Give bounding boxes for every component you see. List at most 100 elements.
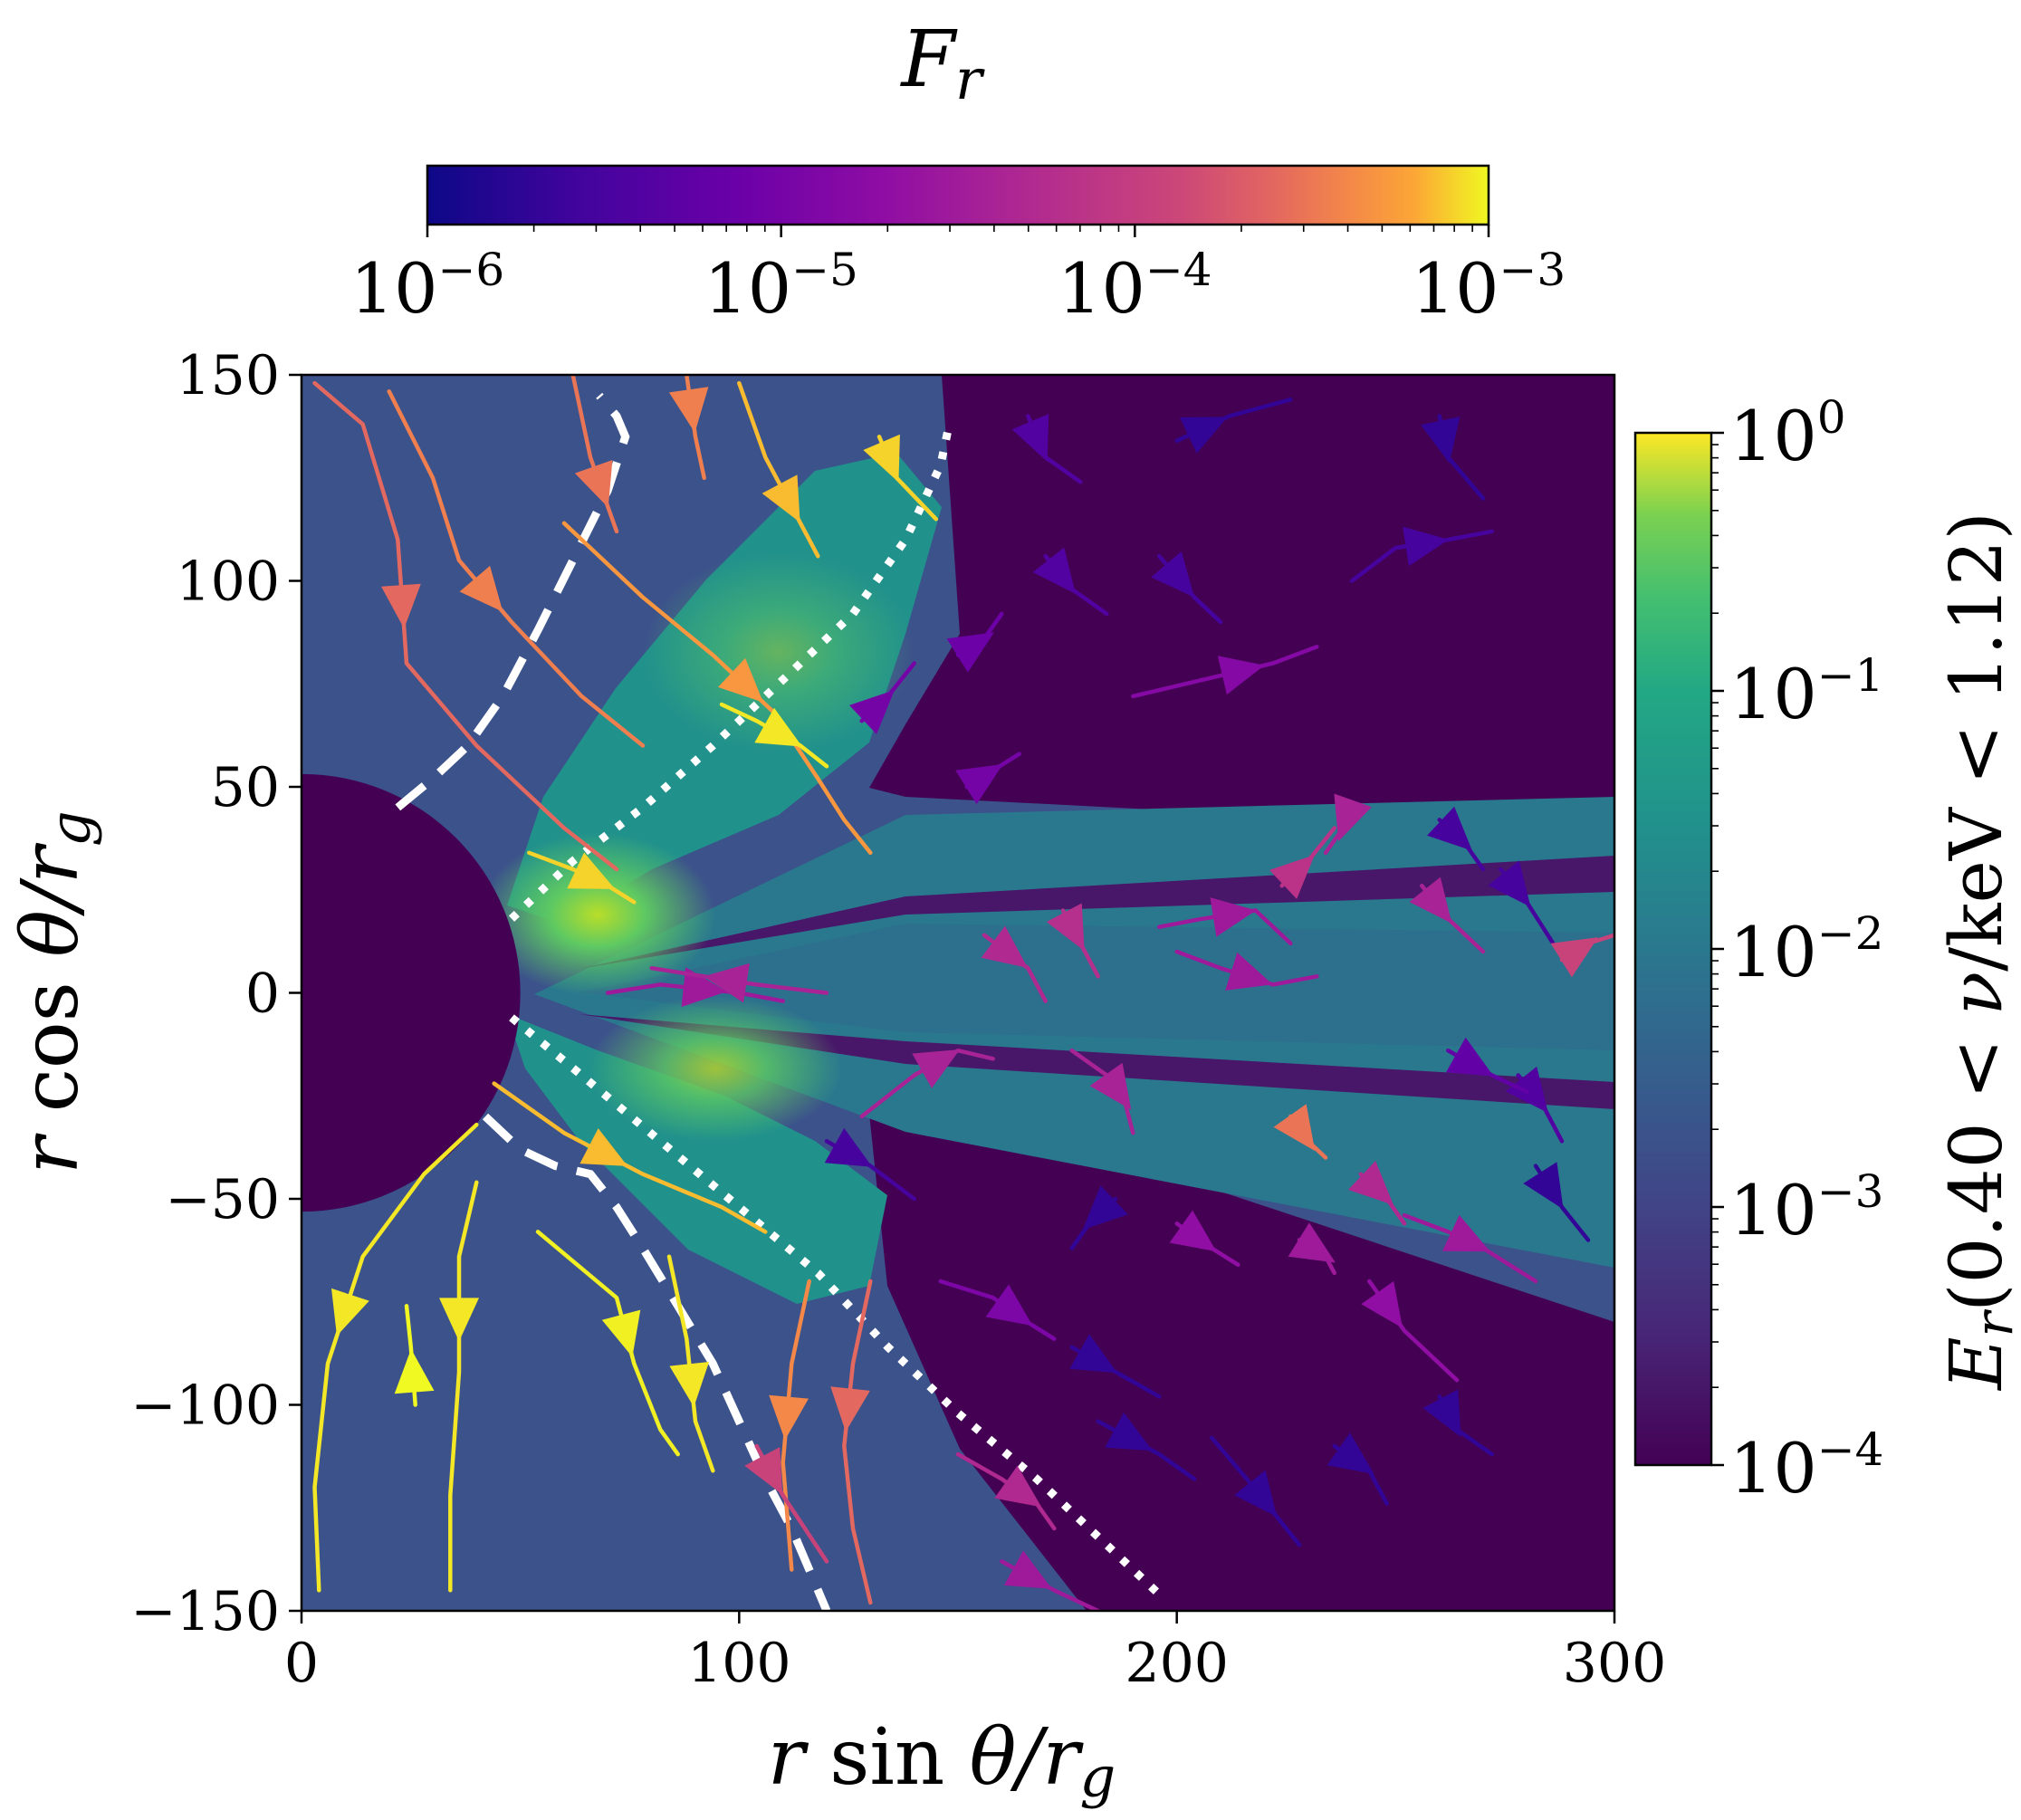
streamline-arrowhead: [824, 1127, 873, 1167]
streamline-arrowhead: [863, 434, 900, 483]
streamline-arrowhead: [1361, 1280, 1403, 1328]
streamline: [312, 380, 619, 872]
lower-funnel-dark: [869, 1087, 1614, 1611]
streamline-arrowhead: [912, 1049, 960, 1088]
x-tick-label: 200: [1125, 1632, 1229, 1695]
energy-colorbar-label: Er(0.40 < ν/keV < 1.12): [1934, 512, 2021, 1392]
y-tick-label: 50: [211, 756, 280, 819]
streamline-arrowhead: [681, 967, 727, 1007]
streamline-arrowhead: [1032, 547, 1076, 594]
upper-funnel-dark: [869, 375, 1614, 833]
flux-colorbar-gradient: [426, 164, 1490, 226]
y-tick-label: 150: [176, 344, 280, 407]
flux-colorbar: Fr 10−6 10−5 10−4 10−3: [350, 14, 1566, 329]
streamline-arrowhead: [1210, 897, 1257, 937]
x-tick-label: 0: [284, 1632, 319, 1695]
energy-colorbar-tick-label: 10−3: [1729, 1165, 1883, 1250]
streamline-arrowhead: [1273, 1104, 1316, 1152]
streamline-arrowhead: [1269, 855, 1315, 899]
streamline-arrowhead: [439, 1298, 479, 1342]
streamline-arrowhead: [1004, 1550, 1052, 1589]
streamline-arrowhead: [331, 1288, 369, 1336]
streamline: [842, 1279, 873, 1605]
y-axis-label: r cos θ/rg: [5, 810, 103, 1173]
streamline-arrowhead: [1046, 903, 1085, 952]
streamline: [448, 1180, 479, 1593]
flux-colorbar-tick-label: 10−6: [350, 244, 504, 329]
streamline-arrowhead: [1011, 414, 1049, 462]
excised-region: [302, 773, 521, 1212]
streamline-arrowhead: [1327, 1432, 1374, 1474]
streamline: [535, 1230, 680, 1457]
energy-colorbar-gradient: [1633, 431, 1713, 1467]
streamline-arrowhead: [1225, 952, 1273, 991]
streamline-arrowhead: [1069, 1334, 1117, 1374]
x-axis-label: r sin θ/rg: [768, 1712, 1116, 1810]
energy-colorbar-tick-label: 10−1: [1729, 649, 1883, 734]
streamline-arrowhead: [381, 583, 421, 629]
streamline: [492, 1081, 768, 1234]
streamline-arrowhead: [574, 460, 613, 508]
streamline-arrowhead: [668, 387, 709, 433]
mid-glow: [643, 552, 915, 752]
energy-colorbar-ticks: 100 10−1 10−2 10−3 10−4: [1711, 391, 1883, 1509]
streamline-arrowhead: [1217, 656, 1265, 695]
streamline-arrowhead: [849, 690, 895, 734]
streamline-arrowhead: [459, 565, 503, 612]
streamline-arrowhead: [1348, 1161, 1394, 1205]
streamline-arrowhead: [744, 1447, 783, 1495]
streamline-arrowhead: [769, 1394, 809, 1441]
streamline-arrowhead: [1151, 551, 1195, 598]
lower-glow: [589, 996, 842, 1141]
streamline-arrowhead: [1442, 1214, 1490, 1252]
upper-glow: [480, 833, 715, 996]
streamline-arrowhead: [669, 1362, 710, 1407]
streamline-arrowhead: [1446, 1037, 1494, 1077]
energy-colorbar-tick-label: 100: [1729, 391, 1846, 476]
flux-colorbar-tick-label: 10−4: [1058, 244, 1212, 329]
streamline-arrowhead: [1403, 526, 1449, 567]
streamline-arrowhead: [704, 963, 750, 1003]
streamline-arrowhead: [754, 707, 802, 747]
energy-colorbar-tick-label: 10−4: [1729, 1423, 1883, 1509]
streamline-arrowhead: [718, 657, 763, 703]
upper-jet-dark-line: [579, 856, 1614, 969]
y-tick-label: −50: [165, 1168, 280, 1231]
y-axis-ticks: −150 −100 −50 0 50 100 150: [130, 344, 302, 1643]
streamline-arrowhead: [394, 1348, 435, 1394]
streamline-arrowhead: [1169, 1210, 1217, 1252]
streamline-arrowhead: [1180, 417, 1228, 454]
streamline-arrowhead: [946, 632, 994, 673]
streamline-arrowhead: [955, 764, 1003, 805]
streamline-arrowhead: [761, 474, 800, 522]
lower-dotted-boundary: [509, 1014, 1163, 1598]
lower-jet-dark-line: [579, 1014, 1614, 1109]
streamline-arrowhead: [1082, 1185, 1128, 1231]
streamline-arrowhead: [830, 1386, 870, 1432]
streamline-arrowhead: [1234, 1470, 1278, 1518]
y-tick-label: −150: [130, 1580, 280, 1643]
streamline-arrowhead: [1288, 1222, 1336, 1263]
flux-colorbar-tick-label: 10−3: [1412, 244, 1566, 329]
flux-colorbar-label: Fr: [899, 14, 985, 112]
x-tick-label: 100: [687, 1632, 791, 1695]
streamline-arrowhead: [1105, 1413, 1153, 1451]
y-tick-label: 0: [245, 963, 280, 1026]
streamline-arrowhead: [1422, 1389, 1461, 1438]
flux-colorbar-tick-label: 10−5: [704, 244, 857, 329]
streamline-arrowhead: [1421, 417, 1461, 464]
streamline-arrowhead: [1488, 860, 1531, 907]
streamline-arrowhead: [1523, 1162, 1564, 1210]
streamline-arrowhead: [601, 1309, 641, 1357]
energy-colorbar-tick-label: 10−2: [1729, 907, 1883, 992]
flux-streamlines: [312, 375, 1614, 1611]
streamline-arrowhead: [1089, 1062, 1132, 1110]
upper-dashed-boundary: [395, 392, 630, 811]
streamline-arrowhead: [985, 1284, 1033, 1327]
plot-area: [302, 375, 1614, 1611]
energy-colorbar: 100 10−1 10−2 10−3 10−4 Er(0.40 < ν/keV < 1.…: [1633, 391, 2021, 1509]
streamline-arrowhead: [1550, 937, 1598, 978]
streamline-arrowhead: [1334, 793, 1372, 842]
streamline-arrowhead: [579, 1128, 628, 1166]
